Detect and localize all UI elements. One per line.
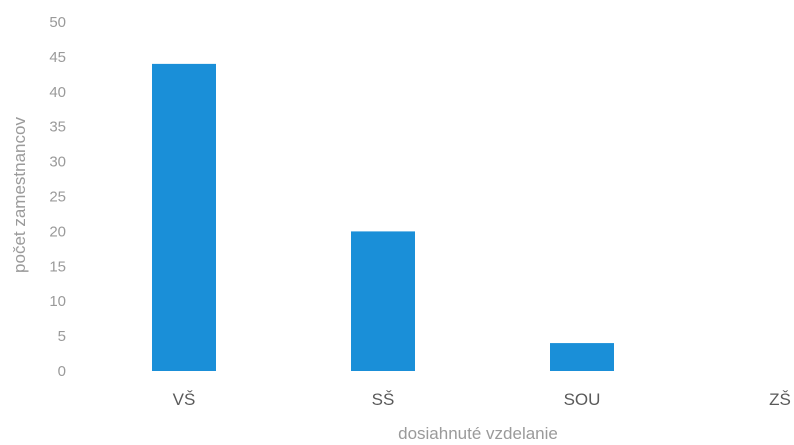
y-tick-label: 40 bbox=[49, 84, 66, 101]
y-tick-label: 25 bbox=[49, 189, 66, 206]
y-tick-label: 5 bbox=[58, 328, 66, 345]
x-axis-category-labels: VŠ SŠ SOU ZŠ bbox=[173, 390, 791, 409]
bar bbox=[550, 343, 614, 371]
bars-group bbox=[152, 63, 614, 371]
x-category-label: SŠ bbox=[372, 390, 395, 409]
bar bbox=[351, 231, 415, 371]
y-tick-label: 50 bbox=[49, 14, 66, 31]
x-category-label: ZŠ bbox=[769, 390, 791, 409]
y-tick-label: 30 bbox=[49, 154, 66, 171]
y-tick-label: 0 bbox=[58, 363, 66, 380]
y-tick-label: 15 bbox=[49, 258, 66, 275]
x-category-label: VŠ bbox=[173, 390, 196, 409]
y-tick-label: 20 bbox=[49, 223, 66, 240]
bar bbox=[152, 63, 216, 371]
y-axis-title: počet zamestnancov bbox=[10, 117, 29, 273]
y-tick-label: 45 bbox=[49, 49, 66, 66]
x-category-label: SOU bbox=[564, 390, 601, 409]
y-axis-ticks: 0 5 10 15 20 25 30 35 40 45 50 bbox=[49, 14, 66, 380]
y-tick-label: 35 bbox=[49, 119, 66, 136]
x-axis-title: dosiahnuté vzdelanie bbox=[398, 424, 558, 443]
y-tick-label: 10 bbox=[49, 293, 66, 310]
